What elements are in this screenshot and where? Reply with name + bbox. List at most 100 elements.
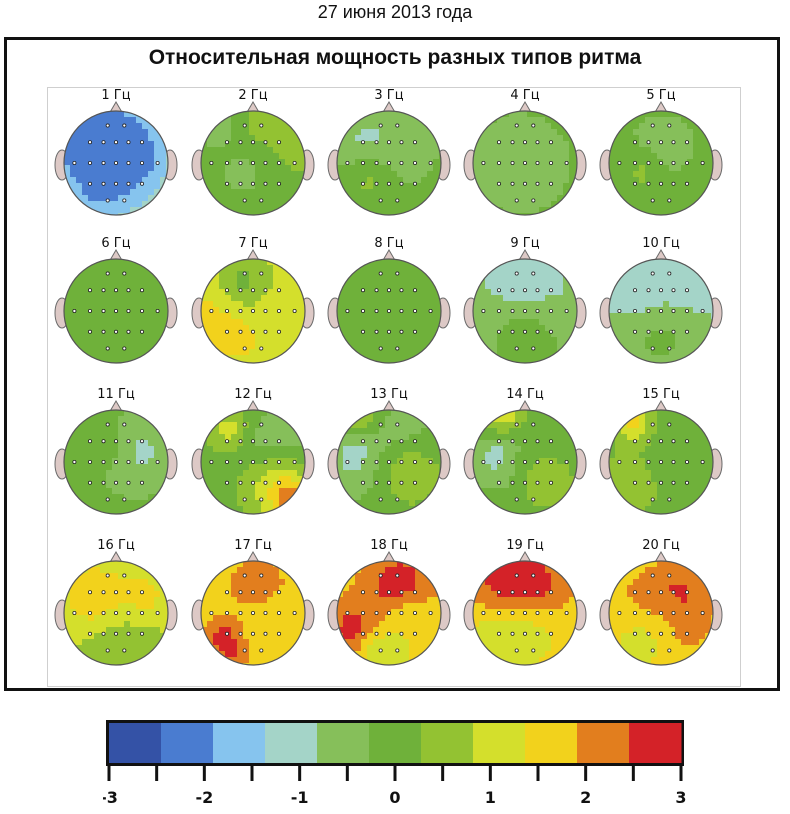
- electrode-marker: [375, 460, 378, 463]
- electrode-marker: [379, 423, 382, 426]
- electrode-marker: [387, 161, 390, 164]
- electrode-marker: [482, 309, 485, 312]
- electrode-marker: [361, 330, 364, 333]
- electrode-marker: [239, 632, 242, 635]
- electrode-marker: [387, 481, 390, 484]
- electrode-marker: [123, 347, 126, 350]
- electrode-marker: [127, 591, 130, 594]
- electrode-marker: [106, 347, 109, 350]
- electrode-marker: [140, 440, 143, 443]
- electrode-marker: [251, 182, 254, 185]
- electrode-marker: [647, 591, 650, 594]
- electrode-marker: [361, 481, 364, 484]
- electrode-marker: [102, 460, 105, 463]
- electrode-marker: [672, 481, 675, 484]
- electrode-marker: [251, 289, 254, 292]
- electrode-marker: [225, 440, 228, 443]
- electrode-marker: [225, 481, 228, 484]
- electrode-marker: [140, 632, 143, 635]
- electrode-marker: [114, 440, 117, 443]
- electrode-marker: [88, 611, 91, 614]
- electrode-marker: [225, 460, 228, 463]
- map-frequency-label: 6 Гц: [101, 236, 130, 251]
- electrode-marker: [260, 272, 263, 275]
- electrode-marker: [633, 182, 636, 185]
- electrode-marker: [361, 591, 364, 594]
- electrode-marker: [523, 330, 526, 333]
- electrode-marker: [685, 309, 688, 312]
- map-frequency-label: 11 Гц: [97, 387, 135, 402]
- electrode-marker: [413, 182, 416, 185]
- map-frequency-label: 4 Гц: [510, 88, 539, 103]
- electrode-marker: [633, 611, 636, 614]
- electrode-marker: [413, 460, 416, 463]
- electrode-marker: [685, 611, 688, 614]
- electrode-marker: [647, 141, 650, 144]
- electrode-marker: [647, 611, 650, 614]
- topomap-8: 8 Гц: [328, 236, 450, 368]
- electrode-marker: [375, 481, 378, 484]
- electrode-marker: [651, 347, 654, 350]
- electrode-marker: [672, 460, 675, 463]
- electrode-marker: [251, 330, 254, 333]
- electrode-marker: [532, 649, 535, 652]
- electrode-marker: [549, 161, 552, 164]
- electrode-marker: [156, 460, 159, 463]
- electrode-marker: [73, 460, 76, 463]
- electrode-marker: [210, 611, 213, 614]
- electrode-marker: [400, 330, 403, 333]
- electrode-marker: [88, 591, 91, 594]
- electrode-marker: [672, 440, 675, 443]
- map-frequency-label: 3 Гц: [374, 88, 403, 103]
- electrode-marker: [264, 440, 267, 443]
- electrode-marker: [536, 289, 539, 292]
- electrode-marker: [549, 182, 552, 185]
- electrode-marker: [549, 440, 552, 443]
- topomap-20: 20 Гц: [600, 538, 722, 670]
- map-frequency-label: 2 Гц: [238, 88, 267, 103]
- electrode-marker: [511, 591, 514, 594]
- electrode-marker: [672, 289, 675, 292]
- electrode-marker: [387, 289, 390, 292]
- electrode-marker: [651, 272, 654, 275]
- electrode-marker: [647, 481, 650, 484]
- electrode-marker: [239, 440, 242, 443]
- map-frequency-label: 18 Гц: [370, 538, 408, 553]
- electrode-marker: [633, 591, 636, 594]
- electrode-marker: [277, 632, 280, 635]
- electrode-marker: [375, 141, 378, 144]
- electrode-marker: [114, 182, 117, 185]
- electrode-marker: [429, 611, 432, 614]
- electrode-marker: [361, 141, 364, 144]
- power-field: [609, 259, 718, 368]
- electrode-marker: [140, 309, 143, 312]
- electrode-marker: [413, 141, 416, 144]
- electrode-marker: [497, 141, 500, 144]
- electrode-marker: [651, 649, 654, 652]
- map-frequency-label: 19 Гц: [506, 538, 544, 553]
- electrode-marker: [659, 460, 662, 463]
- colorbar-tick-label: 0: [389, 788, 400, 807]
- electrode-marker: [102, 481, 105, 484]
- electrode-marker: [685, 289, 688, 292]
- electrode-marker: [633, 141, 636, 144]
- electrode-marker: [375, 289, 378, 292]
- electrode-marker: [672, 182, 675, 185]
- electrode-marker: [400, 161, 403, 164]
- electrode-marker: [102, 182, 105, 185]
- electrode-marker: [251, 141, 254, 144]
- electrode-marker: [251, 632, 254, 635]
- electrode-marker: [400, 591, 403, 594]
- electrode-marker: [400, 141, 403, 144]
- electrode-marker: [106, 124, 109, 127]
- electrode-marker: [379, 124, 382, 127]
- electrode-marker: [647, 182, 650, 185]
- topomap-16: 16 Гц: [55, 538, 177, 670]
- electrode-marker: [511, 440, 514, 443]
- electrode-marker: [651, 199, 654, 202]
- electrode-marker: [225, 591, 228, 594]
- colorbar-swatch: [629, 723, 682, 763]
- electrode-marker: [225, 182, 228, 185]
- electrode-marker: [482, 611, 485, 614]
- power-field: [201, 561, 310, 670]
